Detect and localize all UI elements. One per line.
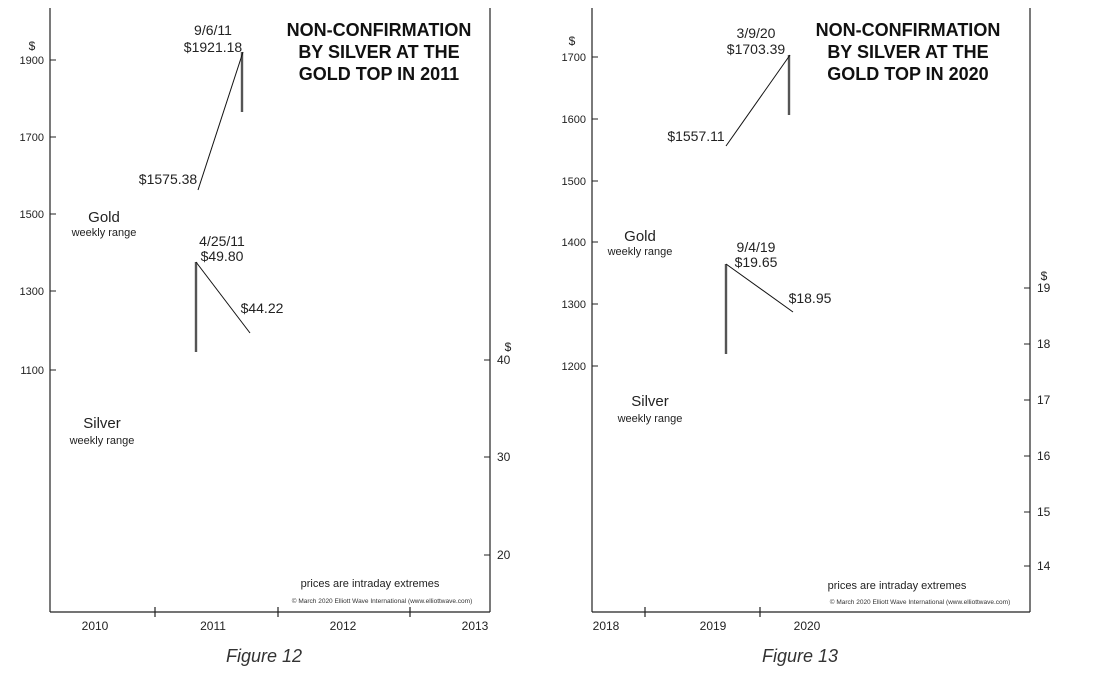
chart2-right-tick-label: 15 <box>1037 505 1051 519</box>
chart1-gold-annotation-value: $1921.18 <box>184 39 243 55</box>
chart1-title-line: GOLD TOP IN 2011 <box>299 64 459 84</box>
chart2-silver-annotation-date: 9/4/19 <box>737 239 776 255</box>
chart2-title-line: GOLD TOP IN 2020 <box>827 64 988 84</box>
chart2-title-line: NON-CONFIRMATION <box>816 20 1001 40</box>
chart1-left-tick-label: 1100 <box>20 365 44 377</box>
chart1-x-tick-label: 2010 <box>82 619 109 633</box>
chart2-x-tick-label: 2020 <box>794 619 821 633</box>
chart2-gold-series-label: Gold <box>624 228 656 245</box>
chart1-left-tick-label: 1300 <box>20 286 44 298</box>
chart1-gold-series-sublabel: weekly range <box>71 227 137 239</box>
chart2-note-copyright: © March 2020 Elliott Wave International … <box>830 598 1010 606</box>
chart2-left-tick-label: 1300 <box>562 299 586 311</box>
chart1-gold-annotation-date: 9/6/11 <box>194 22 232 38</box>
chart1-left-tick-label: 1500 <box>20 209 44 221</box>
chart1-right-tick-label: 20 <box>497 548 511 562</box>
chart1-left-tick-label: 1700 <box>20 132 44 144</box>
chart2-gold-annotation-value: $1703.39 <box>727 41 786 57</box>
chart1-x-tick-label: 2012 <box>330 619 357 633</box>
chart2-title-line: BY SILVER AT THE <box>827 42 988 62</box>
chart2-silver-series-label: Silver <box>631 393 669 410</box>
chart1-x-tick-label: 2011 <box>200 619 226 633</box>
chart1-title-line: BY SILVER AT THE <box>298 42 459 62</box>
chart2-gold-annotation-date: 3/9/20 <box>737 25 776 41</box>
chart1-silver-annotation-value: $44.22 <box>241 300 284 316</box>
chart2-left-tick-label: 1700 <box>562 52 586 64</box>
chart2-right-tick-label: 18 <box>1037 337 1051 351</box>
chart1-gold-trend-line <box>197 51 244 191</box>
chart2-right-axis-unit: $ <box>1041 269 1048 283</box>
chart1-right-tick-label: 30 <box>497 450 511 464</box>
chart2-right-tick-label: 17 <box>1037 393 1051 407</box>
chart2-left-tick-label: 1400 <box>562 237 586 249</box>
chart2-gold-annotation-value: $1557.11 <box>667 128 725 144</box>
figure-12-caption: Figure 12 <box>226 646 303 666</box>
chart1-left-axis-unit: $ <box>29 39 36 53</box>
chart1-right-axis-unit: $ <box>505 340 512 354</box>
chart2-gold-trend-line <box>725 54 791 147</box>
chart1-gold-series-label: Gold <box>88 209 120 226</box>
chart1-silver-series-label: Silver <box>83 415 121 432</box>
chart1-silver-annotation-date: 4/25/11 <box>199 233 245 249</box>
chart2-x-tick-label: 2018 <box>593 619 620 633</box>
chart1-note-copyright: © March 2020 Elliott Wave International … <box>292 597 472 605</box>
chart1-silver-trend-line <box>195 261 251 334</box>
chart1-note-intraday: prices are intraday extremes <box>301 578 440 590</box>
chart2-right-tick-label: 19 <box>1037 281 1051 295</box>
chart2-left-tick-label: 1200 <box>562 361 586 373</box>
chart2-left-axis-unit: $ <box>569 34 576 48</box>
chart1-title-line: NON-CONFIRMATION <box>287 20 472 40</box>
chart1-silver-annotation-value: $49.80 <box>201 248 244 264</box>
chart2-silver-series-sublabel: weekly range <box>617 413 683 425</box>
chart2-silver-annotation-value: $19.65 <box>735 254 778 270</box>
chart1-gold-annotation-value: $1575.38 <box>139 171 198 187</box>
chart2-left-tick-label: 1600 <box>562 114 586 126</box>
chart1-right-tick-label: 40 <box>497 353 511 367</box>
chart1-left-tick-label: 1900 <box>20 55 44 67</box>
chart1-silver-series-sublabel: weekly range <box>69 435 135 447</box>
chart2-silver-annotation-value: $18.95 <box>789 290 832 306</box>
figure-13-caption: Figure 13 <box>762 646 839 666</box>
chart1-x-tick-label: 2013 <box>462 619 489 633</box>
chart2-note-intraday: prices are intraday extremes <box>828 580 967 592</box>
chart2-right-tick-label: 14 <box>1037 559 1051 573</box>
chart2-right-tick-label: 16 <box>1037 449 1051 463</box>
chart2-x-tick-label: 2019 <box>700 619 727 633</box>
chart2-gold-series-sublabel: weekly range <box>607 246 673 258</box>
chart2-silver-trend-line <box>725 263 794 313</box>
chart2-left-tick-label: 1500 <box>562 176 586 188</box>
